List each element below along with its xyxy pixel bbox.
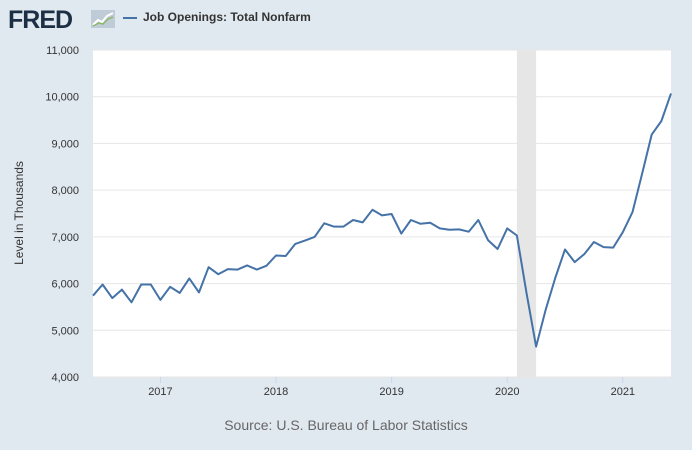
data-point[interactable]: [187, 276, 191, 280]
series-line: [92, 93, 672, 348]
data-point[interactable]: [380, 213, 384, 217]
y-tick-label: 10,000: [45, 92, 79, 104]
data-point[interactable]: [101, 283, 105, 287]
legend-label: Job Openings: Total Nonfarm: [143, 10, 311, 24]
data-point[interactable]: [274, 254, 278, 258]
data-point[interactable]: [149, 283, 153, 287]
data-point[interactable]: [630, 210, 634, 214]
data-point[interactable]: [390, 212, 394, 216]
data-point[interactable]: [419, 222, 423, 226]
data-point[interactable]: [515, 233, 519, 237]
y-tick-label: 4,000: [51, 372, 79, 384]
data-point[interactable]: [525, 291, 529, 295]
data-point[interactable]: [534, 345, 538, 349]
data-point[interactable]: [457, 227, 461, 231]
data-point[interactable]: [399, 232, 403, 236]
data-point[interactable]: [110, 296, 114, 300]
data-point[interactable]: [216, 272, 220, 276]
data-point[interactable]: [226, 267, 230, 271]
data-point[interactable]: [332, 225, 336, 229]
y-tick-label: 11,000: [46, 45, 79, 57]
y-axis-ticks: 4,000 5,000 6,000 7,000 8,000 9,000 10,000 11,0…: [45, 45, 79, 384]
source-note: Source: U.S. Bureau of Labor Statistics: [224, 417, 468, 433]
legend-swatch: [123, 17, 137, 19]
data-point[interactable]: [659, 119, 663, 123]
data-point[interactable]: [197, 290, 201, 294]
x-tick-label: 2019: [379, 386, 403, 398]
data-point[interactable]: [322, 221, 326, 225]
data-point[interactable]: [650, 133, 654, 137]
data-point[interactable]: [582, 252, 586, 256]
data-point[interactable]: [669, 91, 673, 95]
data-point[interactable]: [602, 245, 606, 249]
data-point[interactable]: [553, 275, 557, 279]
data-point[interactable]: [573, 260, 577, 264]
data-point[interactable]: [139, 283, 143, 287]
y-tick-label: 5,000: [51, 325, 79, 337]
data-point[interactable]: [370, 208, 374, 212]
data-point[interactable]: [130, 300, 134, 304]
data-point[interactable]: [544, 307, 548, 311]
data-point[interactable]: [611, 246, 615, 250]
data-point[interactable]: [255, 268, 259, 272]
y-tick-label: 9,000: [51, 138, 79, 150]
data-point[interactable]: [563, 247, 567, 251]
line-chart-icon: [91, 10, 115, 28]
x-tick-label: 2020: [495, 386, 519, 398]
x-tick-label: 2017: [148, 386, 172, 398]
data-point[interactable]: [621, 230, 625, 234]
grid-lines: [93, 49, 671, 378]
data-point[interactable]: [293, 242, 297, 246]
data-point[interactable]: [467, 230, 471, 234]
data-point[interactable]: [120, 288, 124, 292]
data-point[interactable]: [351, 218, 355, 222]
data-point[interactable]: [476, 218, 480, 222]
data-point[interactable]: [409, 218, 413, 222]
data-point[interactable]: [245, 263, 249, 267]
y-tick-label: 6,000: [51, 279, 79, 291]
data-point[interactable]: [505, 226, 509, 230]
data-point[interactable]: [428, 221, 432, 225]
line-chart: 4,000 5,000 6,000 7,000 8,000 9,000 10,000 11,0…: [12, 45, 673, 398]
data-point[interactable]: [168, 285, 172, 289]
data-point[interactable]: [264, 264, 268, 268]
x-tick-label: 2021: [611, 386, 635, 398]
data-point[interactable]: [361, 220, 365, 224]
data-point[interactable]: [438, 226, 442, 230]
data-point[interactable]: [496, 247, 500, 251]
data-point[interactable]: [284, 254, 288, 258]
x-axis-ticks: 2017 2018 2019 2020 2021: [148, 377, 635, 398]
data-point[interactable]: [91, 294, 95, 298]
data-point[interactable]: [313, 235, 317, 239]
data-point[interactable]: [447, 228, 451, 232]
y-tick-label: 8,000: [51, 185, 79, 197]
data-point[interactable]: [207, 265, 211, 269]
data-point[interactable]: [236, 268, 240, 272]
y-tick-label: 7,000: [51, 232, 79, 244]
y-axis-title: Level in Thousands: [12, 161, 26, 265]
data-point[interactable]: [178, 291, 182, 295]
recession-shading: [516, 50, 537, 377]
data-point[interactable]: [303, 239, 307, 243]
data-point[interactable]: [158, 298, 162, 302]
data-point[interactable]: [486, 238, 490, 242]
data-point[interactable]: [640, 172, 644, 176]
x-tick-label: 2018: [264, 386, 288, 398]
data-point[interactable]: [341, 225, 345, 229]
data-point[interactable]: [592, 240, 596, 244]
plot-area: [93, 50, 671, 377]
fred-logo[interactable]: FRED: [8, 6, 73, 34]
